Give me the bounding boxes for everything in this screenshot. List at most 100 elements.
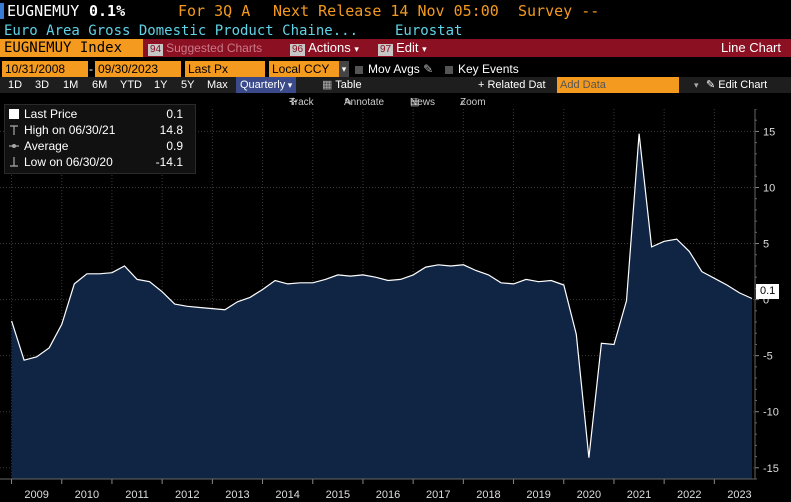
crosshair-icon: ✛ [289,97,298,108]
legend-low-label: Low on 06/30/20 [24,155,113,169]
y-axis: -15 -10 -5 0 5 10 15 [754,109,779,480]
x-tick-label: 2020 [577,489,601,501]
description-text: Euro Area Gross Domestic Product Chaine.… [4,23,359,39]
x-tick-label: 2015 [326,489,350,501]
x-tick-label: 2012 [175,489,199,501]
ticker-marker [0,3,4,19]
period-ytd[interactable]: YTD [120,79,142,91]
legend-last-label: Last Price [24,107,78,121]
table-view-toggle[interactable]: ▦ Table [322,77,362,93]
frequency-label: Quarterly [240,79,286,91]
x-tick-label: 2011 [125,489,149,501]
x-tick-label: 2019 [526,489,550,501]
survey-label: Survey -- [518,2,600,20]
legend-low-value: -14.1 [155,155,183,169]
chart-type-label[interactable]: Line Chart [721,40,781,55]
actions-tag: 96 [290,44,306,56]
annotate-label: Annotate [344,97,385,108]
y-tick-label: 5 [763,239,769,251]
mov-avgs-toggle[interactable]: Mov Avgs ✎ [355,61,433,77]
x-tick-label: 2014 [275,489,299,501]
legend-high-value: 14.8 [159,123,183,137]
x-tick-label: 2013 [225,489,249,501]
series-swatch-icon [9,109,19,119]
frequency-select[interactable]: Quarterly ▾ [236,77,297,93]
security-input[interactable]: EUGNEMUY Index [0,39,143,57]
period-1y[interactable]: 1Y [154,79,168,91]
edit-menu-button[interactable]: 97 Edit ▾ [378,39,427,57]
legend-average-label: Average [24,139,69,153]
zoom-label: Zoom [460,97,486,108]
legend-average-value: 0.9 [166,139,183,153]
actions-label: Actions [308,40,351,55]
y-tick-label: -15 [763,463,779,475]
period-6m[interactable]: 6M [92,79,108,91]
legend-high: High on 06/30/21 14.8 [9,122,189,138]
y-tick-label: 10 [763,182,775,194]
legend-average: Average 0.9 [9,138,189,154]
suggested-label: Suggested Charts [166,41,263,55]
chevron-down-icon[interactable]: ▾ [339,61,349,77]
period-max[interactable]: Max [207,79,228,91]
checkbox-icon [445,65,453,74]
mov-avgs-label: Mov Avgs [368,62,420,76]
edit-tag: 97 [378,44,394,56]
x-tick-label: 2021 [627,489,651,501]
field-select[interactable]: Last Px [185,61,265,77]
pencil-icon: ✎ [706,79,719,91]
high-marker-icon [10,125,18,135]
y-tick-label: -10 [763,407,779,419]
end-date-input[interactable]: 09/30/2023 [95,61,181,77]
series-area [11,133,753,479]
chart-tools: ✛ Track ✎ Annotate ▤ News ⌕ Zoom [0,93,791,109]
actions-menu-button[interactable]: 96 Actions ▾ [290,39,359,57]
security-header: EUGNEMUY 0.1% For 3Q A Next Release 14 N… [0,0,791,22]
suggested-charts-button[interactable]: 94 Suggested Charts [148,39,262,57]
y-tick-label: 15 [763,126,775,138]
edit-chart-button[interactable]: ✎ Edit Chart [706,77,767,93]
chevron-down-icon: ▾ [285,80,293,90]
news-icon: ▤ [410,97,420,108]
chevron-down-icon: ▾ [422,44,427,54]
period-3d[interactable]: 3D [35,79,50,91]
y-tick-label: 0 [763,295,769,307]
pencil-icon: ✎ [344,97,353,108]
x-tick-label: 2018 [476,489,500,501]
suggested-tag: 94 [148,44,164,56]
edit-label: Edit [396,40,419,55]
legend-low: Low on 06/30/20 -14.1 [9,154,189,170]
last-value-badge: 0.1 [756,284,780,299]
x-axis: 2009 2010 2011 2012 2013 2014 2015 2016 2017 2018… [0,478,755,501]
zoom-icon: ⌕ [460,97,466,108]
low-marker-icon [10,157,18,167]
ticker-code: EUGNEMUY [7,2,80,20]
edit-chart-label: Edit Chart [718,79,768,91]
average-marker-icon [9,144,19,148]
currency-select[interactable]: Local CCY [269,61,339,77]
table-label: Table [335,79,362,91]
add-data-input[interactable]: Add Data [557,77,679,93]
related-data-button[interactable]: + Related Dat [478,79,546,91]
period-5y[interactable]: 5Y [181,79,195,91]
period-bar: 1D 3D 1M 6M YTD 1Y 5Y Max Quarterly ▾ ▦ … [0,77,791,93]
key-events-toggle[interactable]: Key Events [445,61,519,77]
chevron-down-icon: ▾ [354,44,359,54]
chevron-down-icon[interactable]: ▾ [694,80,699,90]
legend-last-price[interactable]: Last Price 0.1 [9,106,189,122]
x-tick-label: 2016 [376,489,400,501]
period-1m[interactable]: 1M [63,79,79,91]
x-tick-label: 2023 [727,489,751,501]
legend-high-label: High on 06/30/21 [24,123,116,137]
period-1d[interactable]: 1D [8,79,23,91]
date-separator: - [89,62,93,76]
chart-series [11,133,753,479]
next-release: Next Release 14 Nov 05:00 [273,2,499,20]
y-tick-label: -5 [763,351,773,363]
checkbox-icon [355,65,363,74]
pencil-icon: ✎ [423,62,434,76]
start-date-input[interactable]: 10/31/2008 [2,61,88,77]
chart-controls: 10/31/2008 - 09/30/2023 Last Px Local CC… [0,61,791,77]
key-events-label: Key Events [458,62,519,76]
news-label: News [410,97,436,108]
